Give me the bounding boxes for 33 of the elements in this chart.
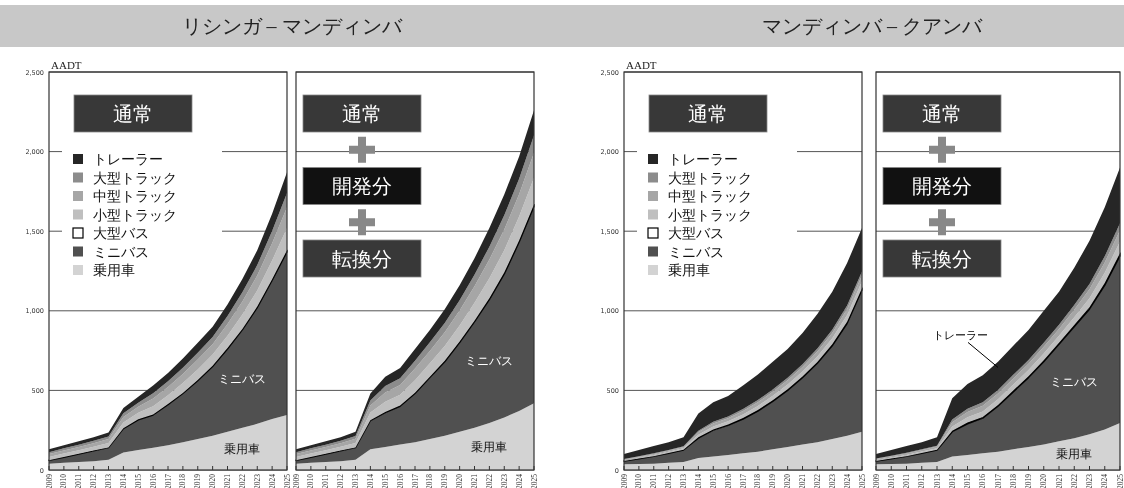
series-label: 乗用車 [471, 439, 508, 454]
series-label: 乗用車 [1056, 447, 1093, 462]
legend-label: 大型トラック [93, 169, 177, 186]
legend-label: トレーラー [93, 151, 163, 167]
annotation: ミニバス [218, 371, 267, 386]
annotation: 転換分 [332, 246, 392, 271]
legend-label: ミニバス [668, 243, 724, 260]
legend-label: 中型トラック [93, 188, 177, 204]
legend-label: 小型トラック [668, 206, 752, 223]
y-axis-title: AADT [626, 59, 657, 71]
annotation: 通常 [113, 101, 153, 126]
series-label: トレーラー [932, 329, 988, 343]
legend-label: 小型トラック [93, 206, 177, 223]
annotation: 転換分 [912, 246, 972, 271]
chart-title: マンディンバ – クアンバ [762, 15, 983, 37]
chart-title: リシンガ – マンディンバ [181, 15, 403, 37]
legend-label: 乗用車 [93, 262, 135, 278]
series-label: ミニバス [1050, 375, 1099, 390]
legend-label: 大型トラック [668, 169, 752, 186]
y-axis-title: AADT [51, 59, 82, 71]
legend-label: 大型バス [93, 225, 149, 241]
annotation: 乗用車 [224, 441, 261, 456]
annotation: 通常 [688, 101, 728, 126]
legend-label: ミニバス [93, 243, 149, 260]
series-label: ミニバス [465, 354, 514, 369]
annotation: 通常 [342, 101, 382, 126]
legend-label: トレーラー [668, 151, 738, 167]
annotation: 通常 [922, 101, 962, 126]
legend-label: 乗用車 [668, 262, 710, 278]
legend-label: 中型トラック [668, 188, 752, 204]
annotation: 開発分 [332, 174, 392, 198]
annotation: 開発分 [912, 174, 972, 198]
legend-label: 大型バス [668, 225, 724, 241]
